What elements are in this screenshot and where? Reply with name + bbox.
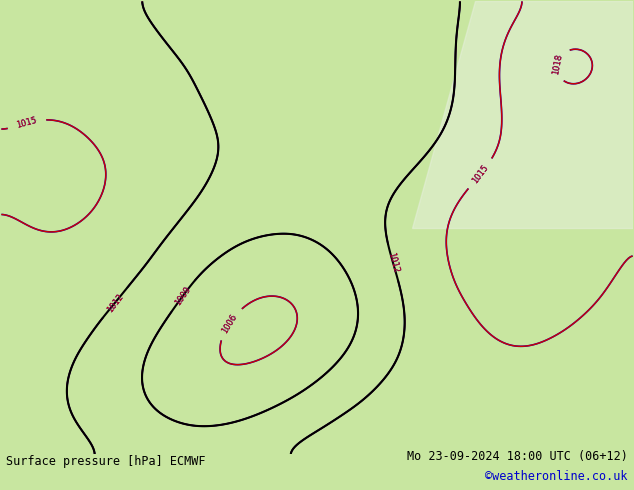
Text: 1015: 1015 — [470, 163, 491, 185]
Text: 1012: 1012 — [386, 251, 400, 274]
Text: 1012: 1012 — [105, 292, 125, 314]
Text: 1009: 1009 — [173, 285, 193, 307]
Text: 1012: 1012 — [105, 292, 125, 314]
Text: ©weatheronline.co.uk: ©weatheronline.co.uk — [485, 469, 628, 483]
Text: 1015: 1015 — [15, 116, 38, 130]
Text: 1009: 1009 — [173, 285, 193, 307]
Text: 1018: 1018 — [551, 53, 564, 75]
Polygon shape — [1, 1, 633, 454]
Text: 1006: 1006 — [220, 312, 239, 335]
Text: 1018: 1018 — [551, 53, 564, 75]
Text: 1015: 1015 — [470, 163, 491, 185]
Text: 1006: 1006 — [220, 312, 239, 335]
Text: 1015: 1015 — [15, 116, 38, 130]
Polygon shape — [411, 1, 633, 228]
Text: Surface pressure [hPa] ECMWF: Surface pressure [hPa] ECMWF — [6, 455, 206, 468]
Text: 1012: 1012 — [386, 251, 400, 274]
Text: Mo 23-09-2024 18:00 UTC (06+12): Mo 23-09-2024 18:00 UTC (06+12) — [407, 450, 628, 463]
